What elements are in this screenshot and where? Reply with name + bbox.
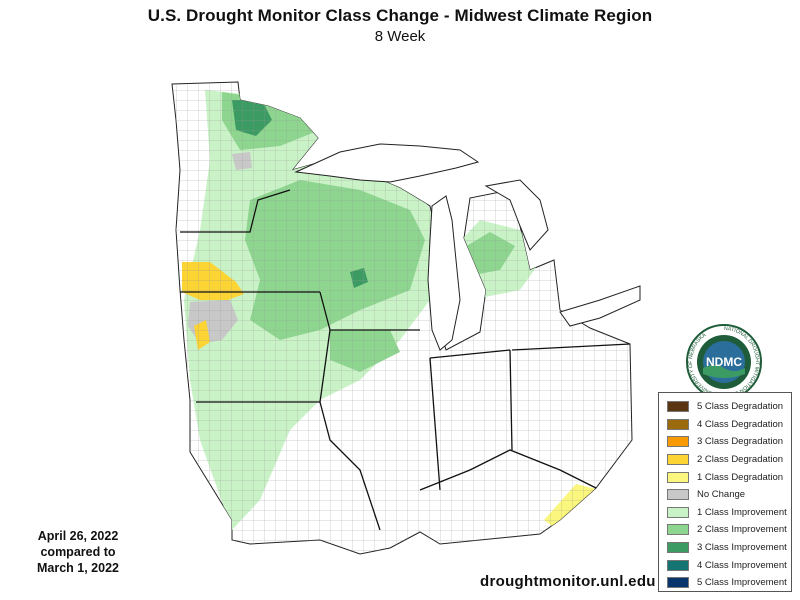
legend-label: 1 Class Degradation: [697, 471, 784, 483]
legend-label: 5 Class Degradation: [697, 401, 784, 413]
map-title: U.S. Drought Monitor Class Change - Midw…: [147, 6, 653, 25]
ndmc-logo: NDMC NATIONAL DROUGHT MITIGATION CENTER …: [686, 324, 762, 400]
state-boundaries: [180, 189, 631, 531]
legend-swatch: [667, 559, 689, 571]
legend-item: 1 Class Improvement: [667, 504, 791, 522]
legend-item: 2 Class Degradation: [667, 451, 791, 469]
legend-swatch: [667, 542, 689, 554]
lake-huron: [484, 179, 549, 251]
legend-label: 4 Class Improvement: [697, 559, 787, 571]
legend-swatch: [667, 401, 689, 413]
legend-label: 4 Class Degradation: [697, 418, 784, 430]
legend-item: 5 Class Degradation: [667, 398, 791, 416]
lake-superior: [294, 143, 480, 183]
legend-label: 5 Class Improvement: [697, 577, 787, 589]
lake-erie: [559, 285, 641, 327]
legend-swatch: [667, 436, 689, 448]
date-current: April 26, 2022: [37, 529, 119, 543]
legend-swatch: [667, 454, 689, 466]
date-comparison: April 26, 2022 compared to March 1, 2022: [18, 528, 138, 576]
legend-item: 1 Class Degradation: [667, 468, 791, 486]
legend-item: 3 Class Improvement: [667, 539, 791, 557]
legend-label: No Change: [697, 489, 746, 501]
legend-item: 2 Class Improvement: [667, 521, 791, 539]
legend-item: No Change: [667, 486, 791, 504]
great-lakes: [294, 143, 641, 351]
legend-swatch: [667, 489, 689, 501]
legend-label: 2 Class Degradation: [697, 454, 784, 466]
legend-label: 2 Class Improvement: [697, 524, 787, 536]
legend-item: 3 Class Degradation: [667, 433, 791, 451]
legend: 5 Class Degradation 4 Class Degradation 3 …: [658, 392, 792, 592]
legend-label: 3 Class Improvement: [697, 542, 787, 554]
lake-michigan: [427, 195, 461, 351]
date-previous: March 1, 2022: [37, 561, 119, 575]
legend-swatch: [667, 577, 689, 589]
website-url[interactable]: droughtmonitor.unl.edu: [480, 573, 656, 590]
map-subtitle: 8 Week: [374, 28, 426, 45]
legend-swatch: [667, 471, 689, 483]
legend-swatch: [667, 418, 689, 430]
logo-acronym: NDMC: [706, 355, 742, 369]
legend-swatch: [667, 524, 689, 536]
legend-label: 3 Class Degradation: [697, 436, 784, 448]
date-compared-to: compared to: [40, 545, 116, 559]
legend-item: 5 Class Improvement: [667, 574, 791, 592]
legend-item: 4 Class Degradation: [667, 416, 791, 434]
legend-item: 4 Class Improvement: [667, 556, 791, 574]
legend-label: 1 Class Improvement: [697, 506, 787, 518]
legend-swatch: [667, 506, 689, 518]
